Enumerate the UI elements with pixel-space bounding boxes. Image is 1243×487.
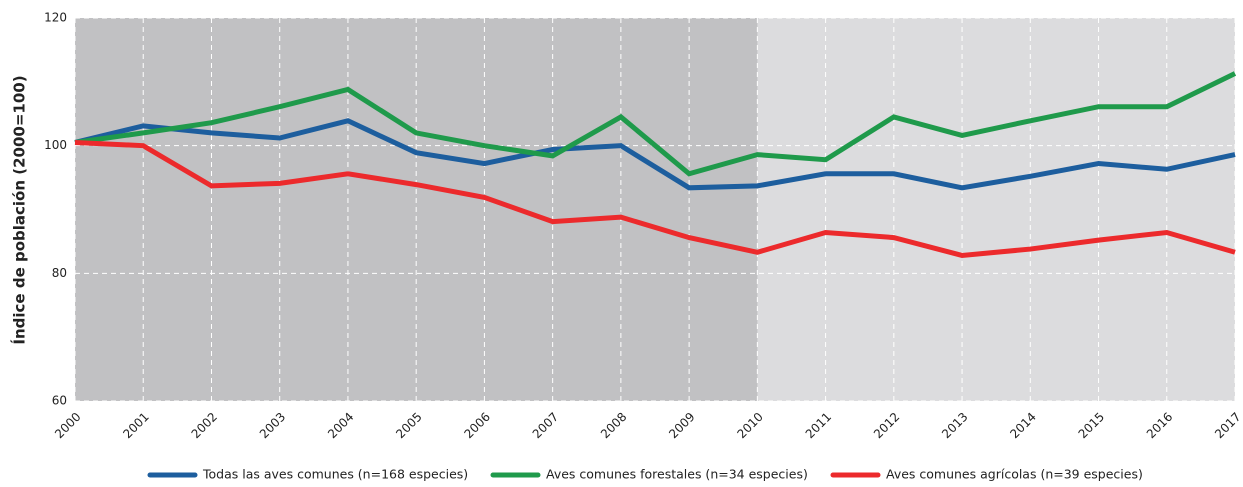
y-tick-label: 120 xyxy=(44,11,67,25)
x-tick-label: 2016 xyxy=(1144,410,1175,441)
x-tick-label: 2003 xyxy=(257,410,288,441)
x-tick-label: 2004 xyxy=(325,410,356,441)
x-tick-label: 2001 xyxy=(120,410,151,441)
x-tick-label: 2009 xyxy=(666,410,697,441)
series-line xyxy=(74,71,1237,177)
x-tick-label: 2000 xyxy=(52,410,83,441)
x-tick-label: 2008 xyxy=(598,410,629,441)
x-tick-label: 2014 xyxy=(1007,410,1038,441)
y-tick-label: 60 xyxy=(52,394,67,408)
x-tick-label: 2012 xyxy=(871,410,902,441)
x-tick-label: 2015 xyxy=(1076,410,1107,441)
x-tick-label: 2017 xyxy=(1212,410,1243,441)
x-tick-label: 2005 xyxy=(393,410,424,441)
y-tick-label: 100 xyxy=(44,138,67,152)
series-line xyxy=(74,139,1236,258)
x-tick-label: 2011 xyxy=(803,410,834,441)
legend-label: Aves comunes agrícolas (n=39 especies) xyxy=(886,467,1143,482)
x-tick-label: 2007 xyxy=(530,410,561,441)
y-tick-label: 80 xyxy=(52,266,67,280)
x-tick-label: 2013 xyxy=(939,410,970,441)
series-line xyxy=(74,118,1236,191)
y-axis-title: Índice de población (2000=100) xyxy=(10,75,29,344)
x-tick-label: 2006 xyxy=(462,410,493,441)
legend-label: Todas las aves comunes (n=168 especies) xyxy=(202,467,468,482)
x-tick-label: 2010 xyxy=(734,410,765,441)
legend-label: Aves comunes forestales (n=34 especies) xyxy=(546,467,808,482)
x-tick-label: 2002 xyxy=(189,410,220,441)
